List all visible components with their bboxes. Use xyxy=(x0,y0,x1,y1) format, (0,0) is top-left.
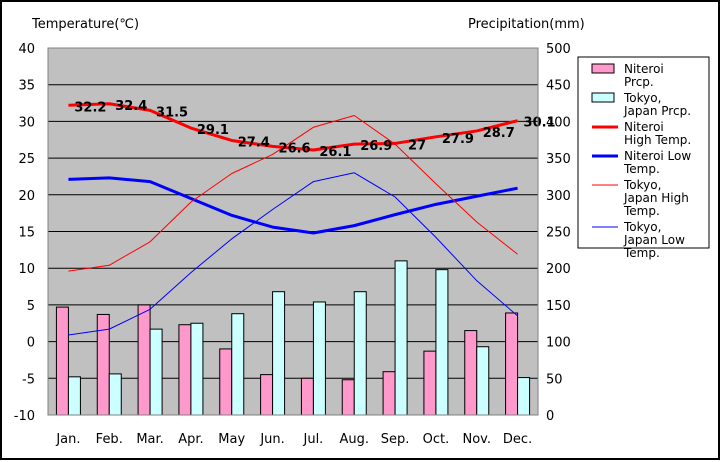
bar xyxy=(260,374,274,416)
legend-swatch xyxy=(591,92,615,103)
data-label: 27.4 xyxy=(238,135,270,150)
y-tick-label: 30 xyxy=(18,115,35,130)
data-label: 27.9 xyxy=(442,132,474,147)
bar xyxy=(137,304,151,416)
y-tick-label: 0 xyxy=(27,336,35,351)
legend-label: Niteroi Low xyxy=(624,149,691,163)
bar xyxy=(231,313,245,416)
x-tick-label: Oct. xyxy=(423,432,450,447)
y-tick-label: 5 xyxy=(27,299,35,314)
x-tick-label: Dec. xyxy=(503,432,532,447)
y2-tick-label: 150 xyxy=(546,299,571,314)
y2-axis-title: Precipitation(mm) xyxy=(468,17,585,32)
legend-label: Niteroi xyxy=(624,120,664,134)
bar xyxy=(178,324,192,416)
x-tick-label: Nov. xyxy=(463,432,492,447)
y2-tick-label: 0 xyxy=(546,409,554,424)
x-tick-label: Apr. xyxy=(178,432,203,447)
bar xyxy=(149,328,163,416)
bar xyxy=(55,306,69,416)
y2-tick-label: 50 xyxy=(546,372,563,387)
data-label: 28.7 xyxy=(483,126,515,141)
data-label: 26.9 xyxy=(360,139,392,154)
series-line xyxy=(68,115,518,272)
data-label: 29.1 xyxy=(197,123,229,138)
x-tick-label: May xyxy=(218,432,245,447)
bar xyxy=(517,377,531,416)
series-line xyxy=(68,102,518,152)
y2-tick-label: 200 xyxy=(546,262,571,277)
bar xyxy=(190,322,204,416)
y-axis-title: Temperature(℃) xyxy=(31,17,139,32)
bar xyxy=(394,260,408,416)
x-tick-label: Sep. xyxy=(381,432,410,447)
y-tick-label: 40 xyxy=(18,42,35,57)
legend-label: Japan High xyxy=(623,191,689,205)
data-label: 30.1 xyxy=(524,116,556,131)
data-label: 32.2 xyxy=(74,100,106,115)
x-tick-label: Mar. xyxy=(136,432,163,447)
y2-tick-label: 400 xyxy=(546,115,571,130)
data-label: 26.1 xyxy=(319,145,351,160)
y2-tick-label: 450 xyxy=(546,79,571,94)
y-tick-label: -5 xyxy=(22,372,35,387)
legend-label: Niteroi xyxy=(624,62,664,76)
y2-tick-label: 250 xyxy=(546,226,571,241)
series-line xyxy=(68,176,518,235)
bar xyxy=(382,371,396,416)
legend-label: Tokyo, xyxy=(623,91,661,105)
legend-label: Tokyo, xyxy=(623,178,661,192)
bar xyxy=(219,348,233,416)
data-label: 26.6 xyxy=(279,141,311,156)
x-tick-label: Jun. xyxy=(259,432,284,447)
legend-label: Tokyo, xyxy=(623,220,661,234)
data-label: 31.5 xyxy=(156,105,188,120)
data-label: 27 xyxy=(408,138,426,153)
y2-tick-label: 350 xyxy=(546,152,571,167)
y2-tick-label: 100 xyxy=(546,336,571,351)
bar xyxy=(312,301,326,416)
x-tick-label: Jan. xyxy=(55,432,80,447)
x-tick-label: Jul. xyxy=(303,432,324,447)
y-tick-label: 20 xyxy=(18,189,35,204)
data-label: 32.4 xyxy=(115,99,147,114)
bar xyxy=(341,379,355,416)
series-line xyxy=(68,172,518,336)
bar xyxy=(67,376,81,416)
bar xyxy=(505,312,519,416)
legend-label: Japan Prcp. xyxy=(623,104,691,118)
bar xyxy=(435,269,449,416)
y2-tick-label: 300 xyxy=(546,189,571,204)
bar xyxy=(353,291,367,416)
y-tick-label: 15 xyxy=(18,226,35,241)
bar xyxy=(423,350,437,416)
y-tick-label: 10 xyxy=(18,262,35,277)
legend-label: Japan Low xyxy=(623,233,685,247)
legend-swatch xyxy=(591,63,615,74)
bar xyxy=(300,377,314,416)
y-tick-label: 35 xyxy=(18,79,35,94)
x-tick-label: Aug. xyxy=(339,432,369,447)
legend-box xyxy=(577,56,710,249)
y2-tick-label: 500 xyxy=(546,42,571,57)
legend-label: Temp. xyxy=(623,246,660,260)
y-tick-label: 25 xyxy=(18,152,35,167)
bar xyxy=(108,373,122,416)
x-tick-label: Feb. xyxy=(96,432,123,447)
y-tick-label: -10 xyxy=(14,409,35,424)
bar xyxy=(476,346,490,416)
legend-label: Prcp. xyxy=(624,75,654,89)
legend-label: Temp. xyxy=(623,204,660,218)
legend-label: High Temp. xyxy=(624,133,691,147)
legend-label: Temp. xyxy=(623,162,660,176)
bar xyxy=(272,291,286,416)
bar xyxy=(464,330,478,416)
